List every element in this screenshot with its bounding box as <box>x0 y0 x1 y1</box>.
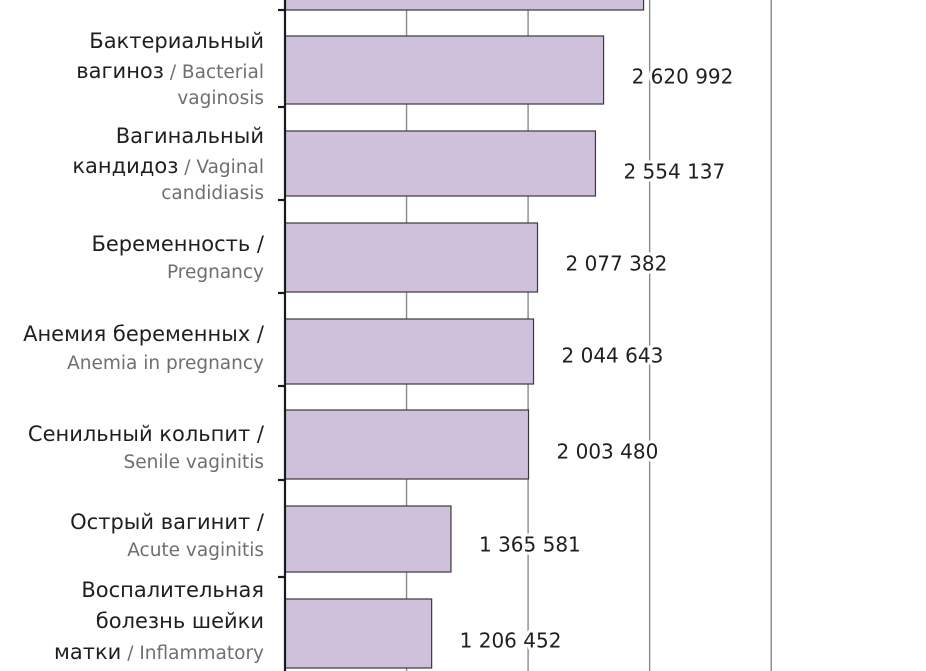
category-label-1: Бактериальный <box>89 29 264 53</box>
value-labels: 2 620 992 2 554 137 2 077 382 2 044 643 2 00… <box>457 62 737 656</box>
category-labels: Бактериальный вагиноз / Bacterial vagino… <box>23 29 265 664</box>
bar-5 <box>284 409 530 480</box>
category-label-6: Острый вагинит / <box>70 510 265 534</box>
value-label-4: 2 044 643 <box>562 344 664 368</box>
category-label-7-line2: болезнь шейки <box>96 609 264 633</box>
category-label-6-line2: Acute vaginitis <box>127 540 264 561</box>
bar-1 <box>284 35 605 105</box>
bars <box>284 0 645 669</box>
value-label-1: 2 620 992 <box>632 65 734 89</box>
category-label-2-line2: кандидоз / Vaginal <box>72 154 264 178</box>
bar-7 <box>284 598 433 669</box>
category-label-5: Сенильный кольпит / <box>28 422 265 446</box>
category-label-1-line2: вагиноз / Bacterial <box>76 59 264 83</box>
category-label-7-line3: матки / Inflammatory <box>54 640 264 664</box>
value-label-3: 2 077 382 <box>566 252 668 276</box>
category-label-3: Беременность / <box>91 232 264 256</box>
bar-0 <box>284 0 645 11</box>
value-label-5: 2 003 480 <box>557 440 659 464</box>
value-label-2: 2 554 137 <box>623 160 725 184</box>
category-label-2: Вагинальный <box>116 124 264 148</box>
y-axis <box>278 0 287 671</box>
category-label-2-line3: candidiasis <box>161 183 264 204</box>
category-label-5-line2: Senile vaginitis <box>124 452 264 473</box>
bar-3 <box>284 222 539 293</box>
bar-6 <box>284 505 452 573</box>
bar-2 <box>284 130 597 197</box>
category-label-3-line2: Pregnancy <box>167 262 264 283</box>
category-label-7: Воспалительная <box>81 578 264 602</box>
category-label-4-line2: Anemia in pregnancy <box>67 353 264 374</box>
value-label-7: 1 206 452 <box>460 629 562 653</box>
value-label-6: 1 365 581 <box>479 533 581 557</box>
category-label-4: Анемия беременных / <box>23 322 265 346</box>
bar-4 <box>284 318 535 385</box>
category-label-1-line3: vaginosis <box>177 88 264 109</box>
